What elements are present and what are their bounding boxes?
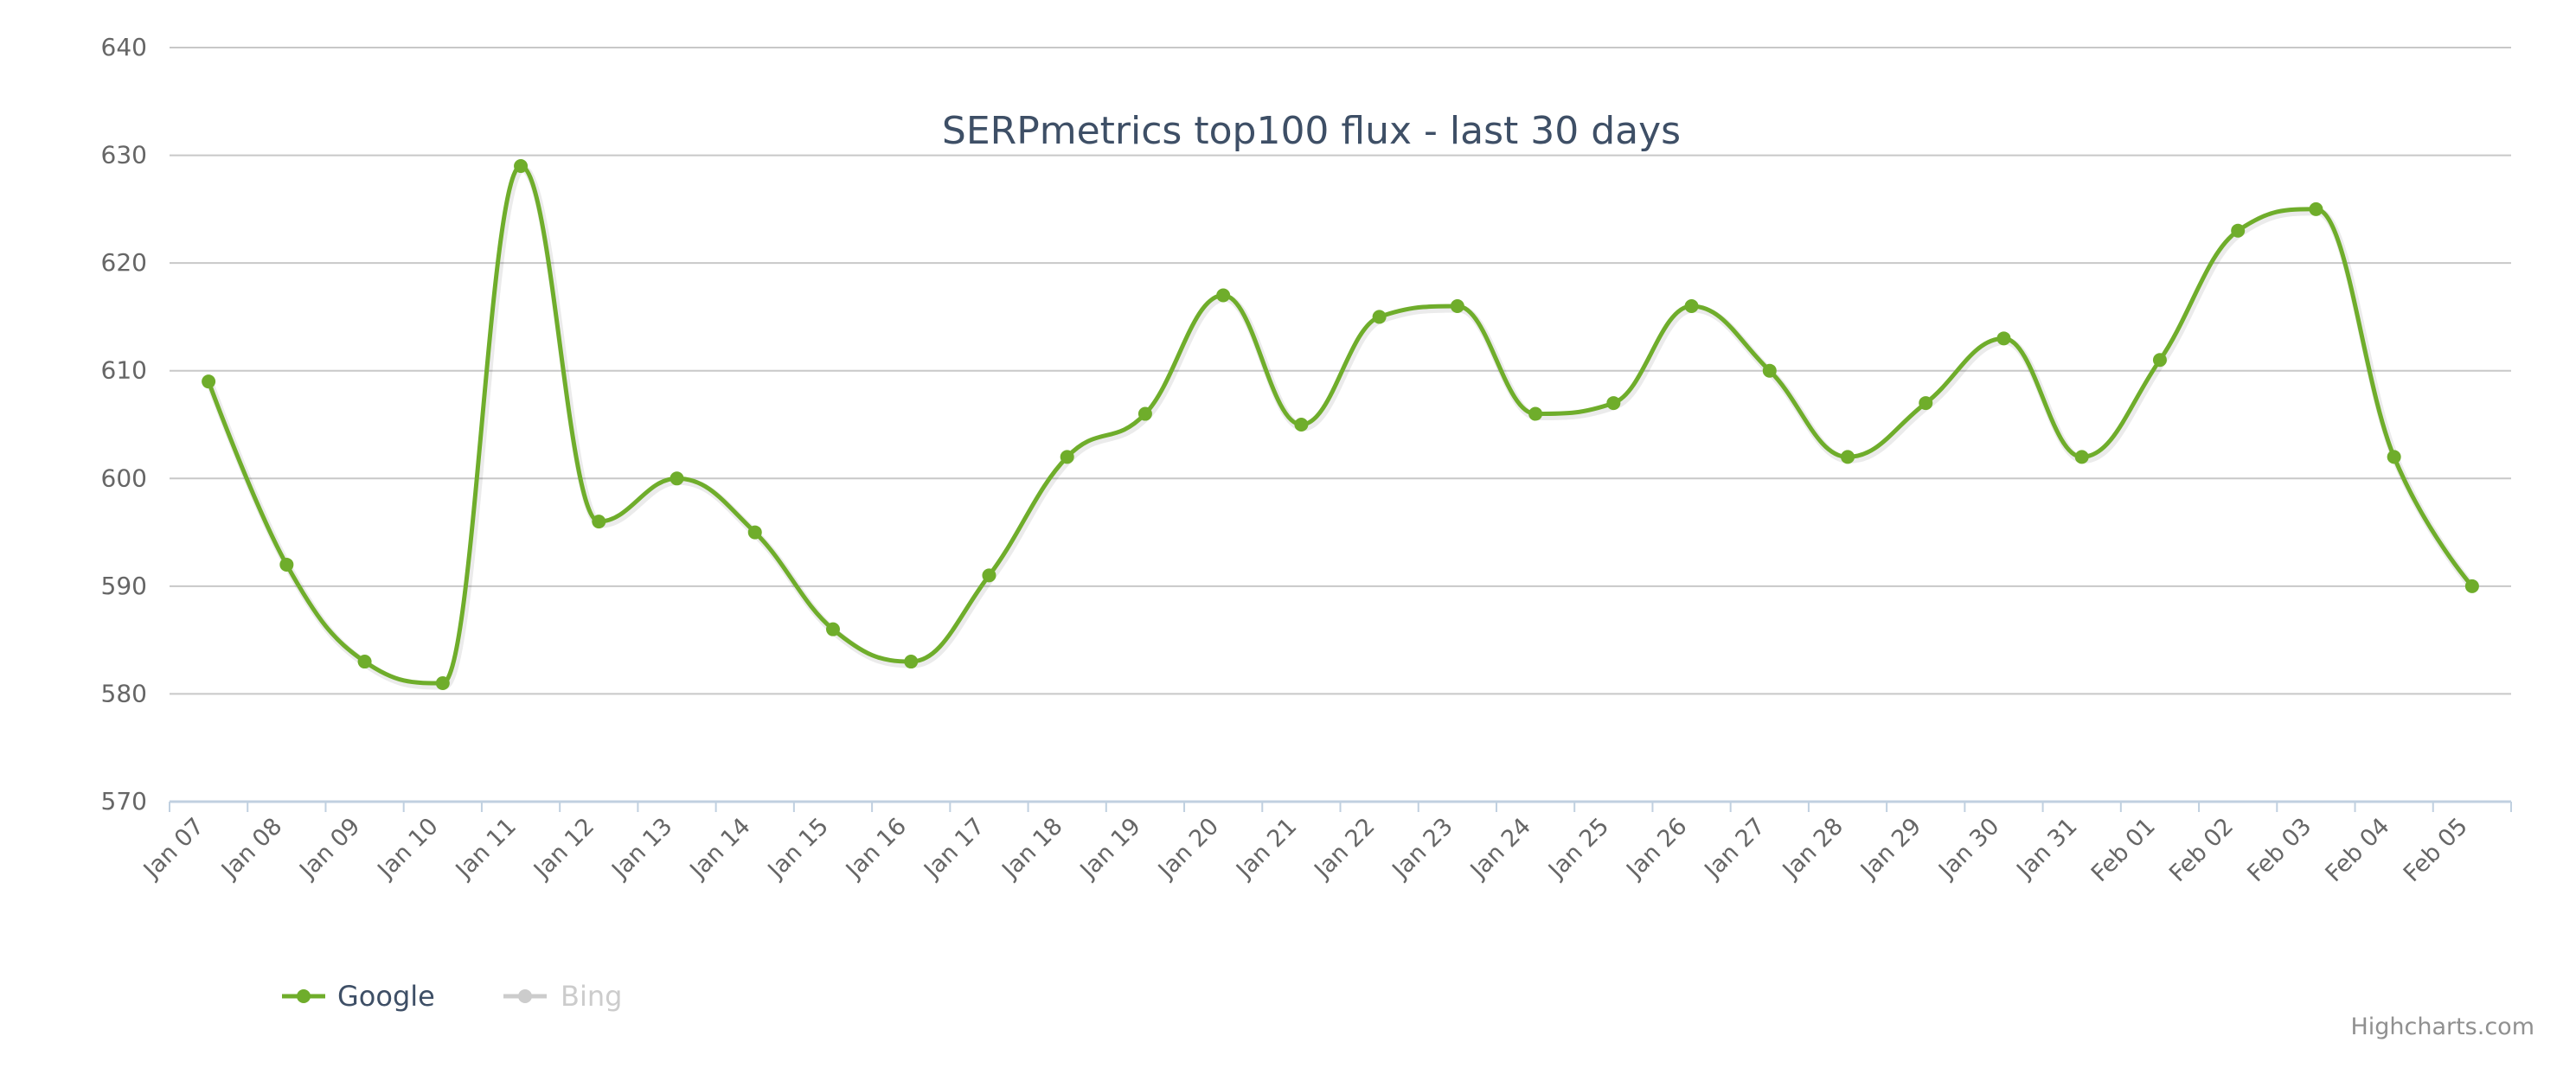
legend-item-bing[interactable]: Bing [503,980,622,1013]
x-tick-label: Jan 26 [1620,813,1692,885]
y-tick-label: 640 [101,33,147,61]
data-point[interactable] [2074,450,2089,464]
data-point[interactable] [1996,331,2011,346]
x-tick-label: Jan 20 [1152,813,1224,885]
y-tick-label: 630 [101,141,147,169]
data-point[interactable] [1841,450,1855,464]
x-tick-label: Jan 21 [1230,813,1302,885]
chart-title: SERPmetrics top100 flux - last 30 days [942,109,1681,153]
legend: Google Bing [282,980,622,1013]
data-point[interactable] [357,655,372,669]
data-point[interactable] [1919,396,1933,411]
y-tick-label: 610 [101,356,147,385]
y-tick-label: 570 [101,787,147,815]
y-tick-label: 620 [101,248,147,277]
credits-link[interactable]: Highcharts.com [2350,1014,2534,1040]
x-tick-label: Feb 04 [2321,813,2395,887]
x-tick-label: Jan 17 [918,813,990,885]
x-tick-label: Jan 07 [138,813,209,885]
data-point[interactable] [435,675,450,690]
x-tick-label: Jan 15 [762,813,834,885]
x-tick-label: Jan 11 [450,813,522,885]
y-axis-labels: 570 580 590 600 610 620 630 640 [101,33,147,815]
data-point[interactable] [2309,201,2323,216]
x-tick-label: Jan 23 [1387,813,1458,885]
x-tick-label: Jan 10 [372,813,444,885]
data-point[interactable] [202,374,216,389]
x-tick-label: Jan 09 [293,813,365,885]
legend-label-google[interactable]: Google [337,980,435,1013]
x-tick-label: Jan 19 [1074,813,1146,885]
x-tick-label: Jan 08 [215,813,287,885]
data-point[interactable] [1060,450,1074,464]
x-tick-label: Jan 12 [528,813,599,885]
y-tick-label: 600 [101,464,147,492]
data-point[interactable] [1294,418,1309,432]
data-point[interactable] [279,557,294,572]
x-tick-label: Jan 28 [1777,813,1849,885]
data-point[interactable] [1137,406,1152,421]
y-tick-label: 580 [101,679,147,707]
x-tick-label: Jan 31 [2011,813,2083,885]
series-shadow [206,164,2477,690]
x-axis: Jan 07 Jan 08 Jan 09 Jan 10 Jan 11 Jan 12 Jan … [138,800,2512,887]
grid-lines [170,47,2511,695]
legend-label-bing[interactable]: Bing [561,980,622,1013]
data-point[interactable] [2152,353,2167,368]
x-tick-label: Jan 22 [1308,813,1380,885]
x-tick-label: Feb 05 [2399,813,2473,887]
data-point[interactable] [747,525,762,540]
x-tick-label: Jan 27 [1699,813,1771,885]
data-point[interactable] [982,568,996,583]
x-tick-label: Jan 13 [606,813,677,885]
data-point[interactable] [514,159,529,174]
data-point[interactable] [1528,406,1543,421]
data-point[interactable] [592,515,606,529]
x-tick-label: Jan 29 [1855,813,1926,885]
data-point[interactable] [825,622,840,636]
data-point[interactable] [2387,450,2401,464]
data-point[interactable] [1216,288,1231,303]
x-tick-label: Feb 03 [2242,813,2316,887]
x-tick-label: Jan 25 [1542,813,1614,885]
data-point[interactable] [1762,363,1777,378]
data-point[interactable] [1684,298,1699,313]
x-tick-label: Jan 30 [1932,813,2004,885]
legend-item-google[interactable]: Google [282,980,435,1013]
data-point[interactable] [1372,310,1387,324]
x-tick-label: Jan 24 [1464,813,1536,885]
y-tick-label: 590 [101,572,147,600]
legend-bing-marker-icon [518,989,532,1003]
x-tick-label: Jan 14 [684,813,756,885]
x-tick-label: Jan 18 [996,813,1068,885]
x-tick-label: Feb 02 [2164,813,2239,887]
data-point[interactable] [2231,223,2246,238]
x-tick-label: Jan 16 [840,813,912,885]
x-tick-label: Feb 01 [2086,813,2161,887]
data-point[interactable] [904,655,919,669]
data-point[interactable] [1450,298,1464,313]
series-google[interactable] [202,159,2479,690]
data-point[interactable] [2464,579,2479,593]
data-point[interactable] [1606,396,1621,411]
legend-google-marker-icon [297,989,311,1003]
data-point[interactable] [670,471,684,486]
